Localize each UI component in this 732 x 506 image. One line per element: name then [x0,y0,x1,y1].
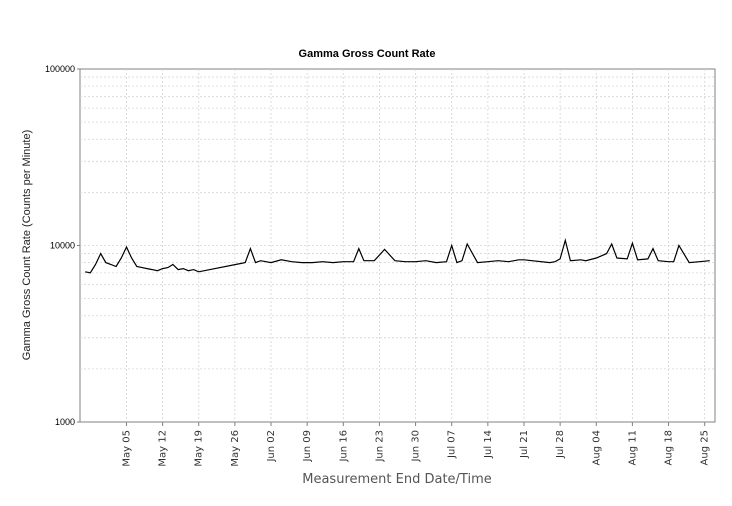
x-tick-label: Aug 11 [627,430,638,465]
x-tick-label: Jun 23 [374,430,385,463]
x-tick-label: May 26 [230,430,241,467]
y-tick-label: 100000 [45,64,75,74]
y-tick-label: 10000 [50,241,75,251]
x-tick-label: Jul 28 [555,430,566,459]
x-tick-label: May 05 [121,430,132,467]
x-axis-label: Measurement End Date/Time [302,472,491,487]
x-tick-label: Jul 07 [447,430,458,459]
x-tick-label: Jun 30 [411,430,422,463]
x-tick-label: May 12 [158,430,169,467]
series-line [85,237,710,274]
x-tick-label: Jun 02 [266,430,277,463]
x-tick-label: Aug 04 [591,430,602,465]
chart-title: Gamma Gross Count Rate [299,48,436,60]
x-tick-label: May 19 [194,430,205,467]
x-tick-label: Jun 16 [338,430,349,463]
x-tick-label: Aug 18 [664,430,675,465]
x-tick-label: Aug 25 [700,430,711,465]
x-axis-ticks: May 05 May 12 May 19 May 26 Jun 02 Jun 09 Jun … [121,422,711,467]
x-tick-label: Jul 21 [519,430,530,459]
x-tick-label: Jun 09 [302,430,313,463]
y-tick-label: 1000 [55,417,75,427]
y-axis-label: Gamma Gross Count Rate (Counts per Minut… [21,130,33,360]
x-tick-label: Jul 14 [483,430,494,459]
y-axis-ticks: 100000 10000 1000 [45,64,80,427]
